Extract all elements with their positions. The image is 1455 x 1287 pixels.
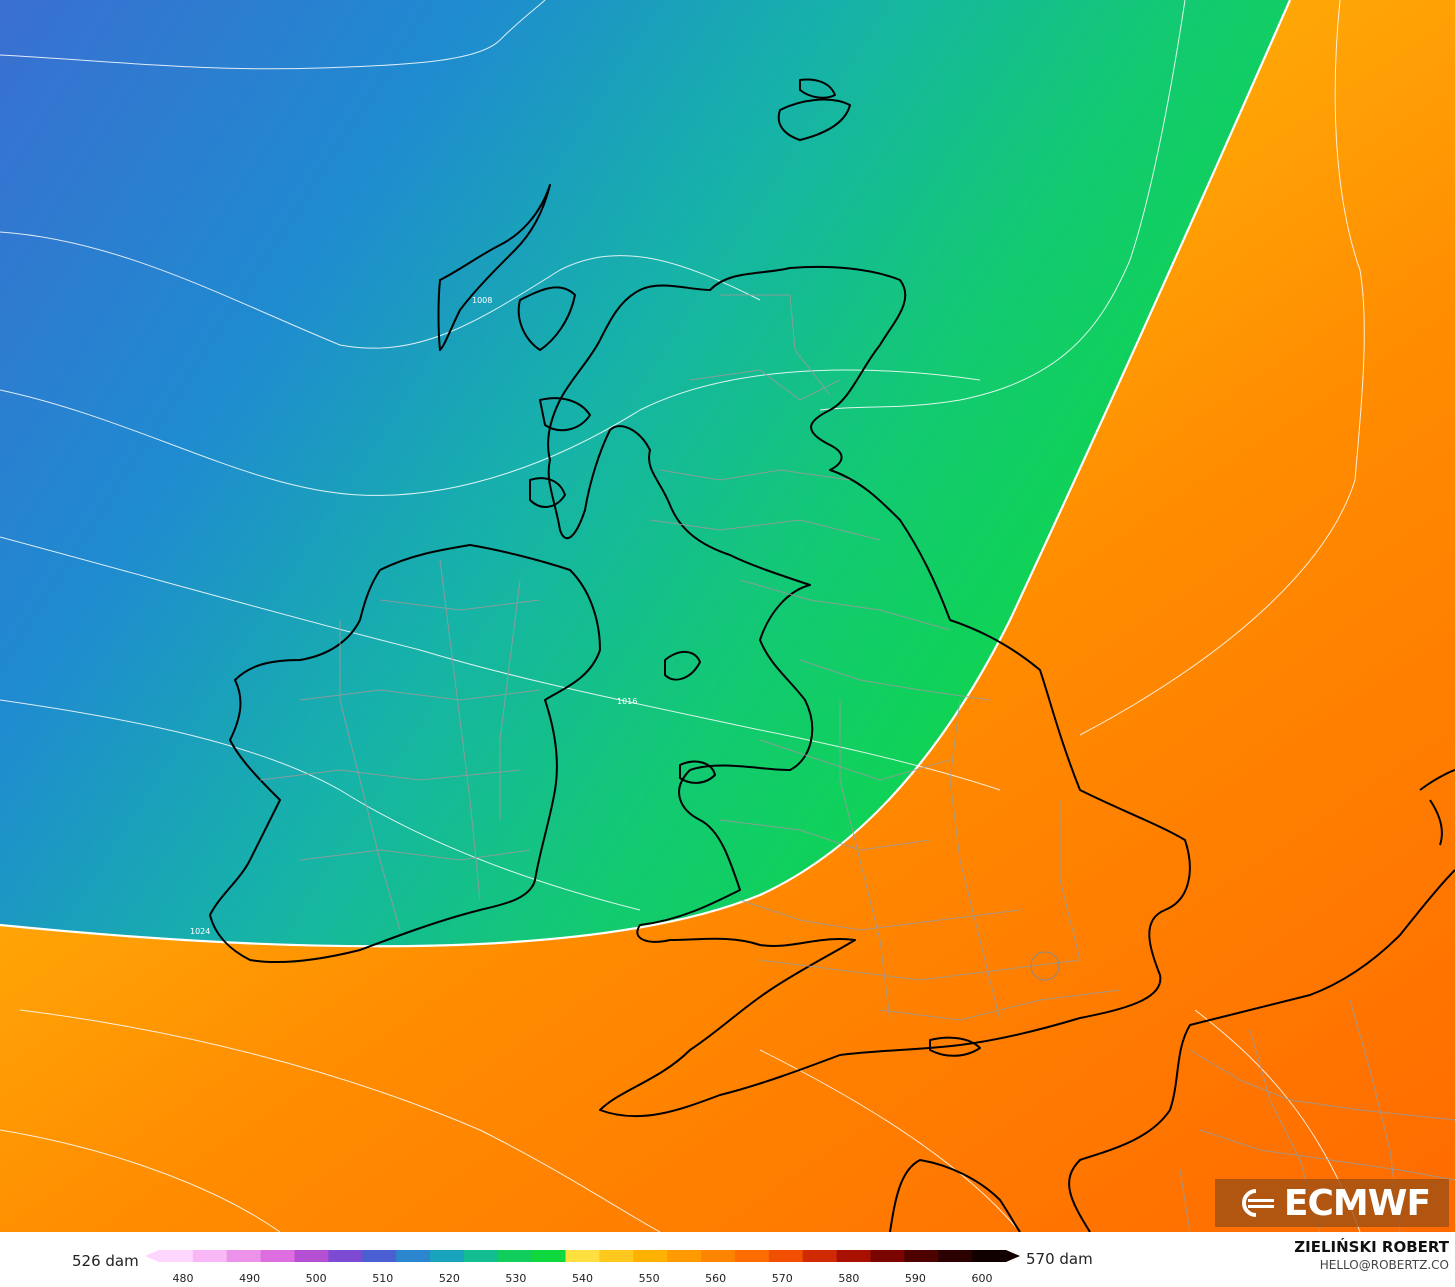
colorbar-segment [531,1250,567,1262]
colorbar-extend-min [145,1250,159,1262]
warm-air-region [0,0,1455,1232]
colorbar-segment [294,1250,329,1262]
colorbar-segment [463,1250,499,1262]
colorbar-segment [396,1250,431,1262]
colorbar-segment [497,1250,533,1262]
colorbar-segment [904,1250,939,1262]
colorbar-segment [430,1250,465,1262]
colorbar-tick-label: 520 [438,1272,460,1285]
skye-coastline [517,286,576,351]
author-block: ZIELIŃSKI ROBERT HELLO@ROBERTZ.CO [1294,1238,1449,1272]
colorbar-segment [768,1250,804,1262]
colorbar-segment [836,1250,872,1262]
colorbar-segment [667,1250,702,1262]
colorbar [145,1250,1020,1262]
colorbar-segment [328,1250,363,1262]
colorbar-segment [159,1250,194,1262]
colorbar-segment [633,1250,668,1262]
admin-borders [259,294,1455,1232]
colorbar-tick-label: 490 [239,1272,261,1285]
colorbar-tick-label: 540 [572,1272,593,1285]
colorbar-tick-label: 480 [172,1272,194,1285]
continent-coastline [1068,869,1455,1232]
mull-coastline [539,397,591,432]
colorbar-tick-label: 580 [838,1272,860,1285]
london-boroughs [1030,951,1060,981]
legend-left-label: 526 dam [72,1252,139,1270]
colorbar-segment [260,1250,296,1262]
outer-hebrides-coastline [437,184,551,351]
ecmwf-logo: ECMWF [1215,1179,1449,1227]
colorbar-tick-label: 600 [971,1272,993,1285]
anglesey-coastline [679,760,716,784]
colorbar-tick-label: 590 [904,1272,926,1285]
colorbar-tick-label: 560 [705,1272,727,1285]
colorbar-tick-label: 500 [305,1272,327,1285]
isobar-label-1008: 1008 [472,296,492,305]
colorbar-segment [701,1250,736,1262]
ecmwf-logo-text: ECMWF [1283,1182,1431,1224]
colorbar-segment [734,1250,770,1262]
colorbar-segment [972,1250,1007,1262]
colorbar-segment [802,1250,838,1262]
great-britain-coastline [547,265,1191,1118]
colorbar-tick-label: 550 [638,1272,660,1285]
colorbar-legend: 526 dam 480 490 500 510 520 530 540 550 560 570 58… [0,1232,1455,1287]
isle-of-wight-coastline [929,1036,981,1057]
colorbar-tick-label: 510 [372,1272,394,1285]
brittany-coastline [889,1159,1021,1232]
colorbar-segment [192,1250,228,1262]
islay-coastline [529,477,566,508]
isobar-label-1016: 1016 [617,697,637,706]
colorbar-segment [565,1250,601,1262]
colorbar-tick-label: 530 [505,1272,527,1285]
colorbar-segment [938,1250,973,1262]
ireland-coastline [209,544,601,963]
colorbar-segment [870,1250,905,1262]
author-name: ZIELIŃSKI ROBERT [1294,1238,1449,1256]
coastlines [209,78,1455,1232]
dam-552-contour [0,0,1290,946]
isle-of-man-coastline [664,651,701,681]
orkney-coastline [777,98,851,141]
ecmwf-logo-icon [1241,1189,1274,1217]
colorbar-tick-label: 570 [771,1272,793,1285]
author-email: HELLO@ROBERTZ.CO [1319,1258,1449,1272]
colorbar-segment [362,1250,397,1262]
isobar-label-1024: 1024 [190,927,210,936]
weather-map: 1008 1016 1024 [0,0,1455,1232]
colorbar-segment [599,1250,634,1262]
legend-right-label: 570 dam [1026,1250,1093,1268]
colorbar-extend-max [1006,1250,1020,1262]
colorbar-segment [226,1250,262,1262]
shetland-coastline [799,78,836,99]
map-canvas: 1008 1016 1024 [0,0,1455,1232]
